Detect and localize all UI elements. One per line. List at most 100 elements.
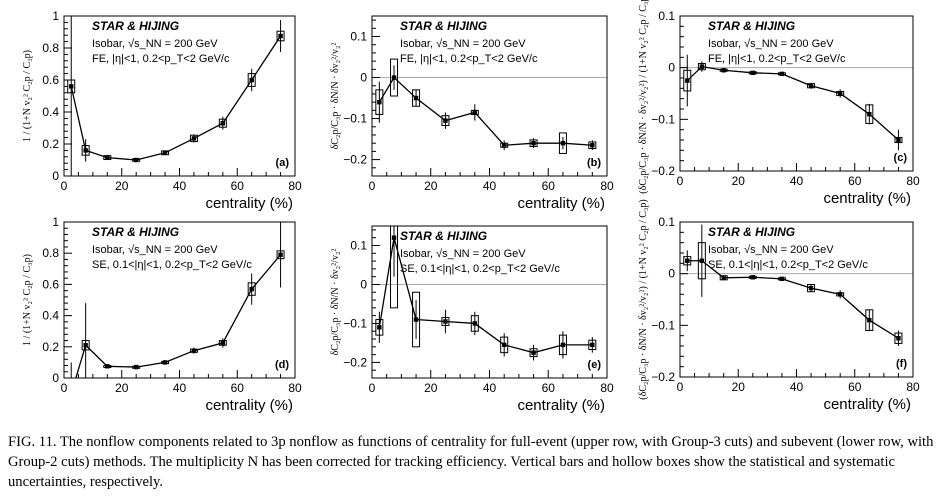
annotation-title: STAR & HIJING <box>92 19 179 33</box>
sys-error-box <box>375 89 384 115</box>
series-line <box>687 260 899 339</box>
x-tick-label: 0 <box>369 179 376 193</box>
sys-error-box <box>588 339 597 351</box>
y-axis-label: 1 / (1+N v₂² C₂p / C₃p) <box>22 254 33 346</box>
panel-label: (f) <box>896 358 907 370</box>
x-tick-label: 80 <box>600 179 614 193</box>
x-tick-label: 0 <box>61 381 68 395</box>
x-tick-label: 80 <box>288 381 302 395</box>
x-tick-label: 20 <box>424 179 438 193</box>
sys-error-box <box>697 242 706 280</box>
data-point <box>750 275 756 280</box>
x-tick-label: 0 <box>369 381 376 395</box>
sys-error-box <box>441 317 450 326</box>
sys-error-box <box>683 69 692 92</box>
y-tick-label: 0.2 <box>42 340 59 354</box>
data-point <box>413 95 419 101</box>
x-tick-label: 60 <box>231 179 245 193</box>
chart-panel-b: 0 20 40 60 80 −0.2 −0.1 0 0.1 centrality (%) δC₂p/… <box>330 15 614 212</box>
data-point <box>685 78 690 83</box>
data-point <box>191 348 197 353</box>
figure-caption: FIG. 11. The nonflow components related … <box>8 434 934 490</box>
data-point <box>750 70 756 76</box>
data-point <box>867 317 872 323</box>
annotation-title: STAR & HIJING <box>400 229 487 243</box>
x-tick-label: 80 <box>600 381 614 395</box>
y-tick-label: 0.8 <box>42 246 59 260</box>
sys-error-box <box>558 334 567 356</box>
data-point <box>391 75 397 80</box>
x-tick-label: 60 <box>848 174 862 188</box>
x-tick-label: 60 <box>542 179 556 193</box>
sys-error-box <box>390 226 399 309</box>
y-tick-label: 0.1 <box>350 238 367 252</box>
data-point <box>278 252 283 257</box>
chart-panel-f: 0 20 40 60 80 −0.2 −0.1 0 0.1 centrality (%) (δC₂p… <box>638 199 920 413</box>
y-tick-label: 0.8 <box>42 41 59 55</box>
data-point <box>377 325 382 330</box>
data-point <box>133 157 139 163</box>
data-point <box>391 235 397 240</box>
data-point <box>501 342 507 348</box>
y-tick-label: −0.2 <box>651 370 675 384</box>
y-axis-label: (δC₂p/C₃p · δN/N · δv₂²/v₂²) / (1+N v₂² … <box>638 0 649 194</box>
data-point <box>560 140 566 146</box>
panel-label: (c) <box>894 152 908 164</box>
data-series <box>375 226 597 361</box>
sys-error-box <box>500 336 509 354</box>
sys-error-box <box>247 73 256 87</box>
data-series <box>683 54 903 151</box>
sys-error-box <box>276 30 285 42</box>
y-axis-label-text: δC₂p/C₃p · δN/N · δv₂²/v₂² <box>330 43 341 150</box>
sys-error-box <box>865 309 874 332</box>
data-point <box>377 99 382 105</box>
data-point <box>69 391 73 395</box>
sys-error-box <box>683 256 692 266</box>
x-tick-label: 20 <box>115 381 129 395</box>
panel-label: (b) <box>587 157 601 169</box>
y-tick-label: 1 <box>52 9 59 23</box>
sys-error-box <box>894 332 903 344</box>
sys-error-box <box>558 132 567 154</box>
data-series <box>683 224 903 346</box>
x-axis-label: centrality (%) <box>205 195 293 212</box>
y-axis-label-text: (δC₂p/C₃p · δN/N · δv₂²/v₂²) / (1+N v₂² … <box>638 199 649 399</box>
annotation-title: STAR & HIJING <box>400 19 487 33</box>
panel-label: (e) <box>588 359 602 371</box>
sys-error-box <box>247 282 256 296</box>
data-point <box>590 342 595 348</box>
y-axis-label-text: 1 / (1+N v₂² C₂p / C₃p) <box>22 50 33 142</box>
annotation-line2: SE, 0.1<|η|<1, 0.2<p_T<2 GeV/c <box>708 259 868 271</box>
x-tick-label: 60 <box>231 381 245 395</box>
data-point <box>685 258 690 263</box>
annotation-title: STAR & HIJING <box>92 225 179 239</box>
annotation-title: STAR & HIJING <box>708 19 795 33</box>
sys-error-box <box>529 348 538 358</box>
sys-error-box <box>412 89 421 107</box>
series-line <box>378 76 593 146</box>
data-series <box>375 58 597 154</box>
sys-error-box <box>894 136 903 144</box>
y-axis-label: δC₂p/C₃p · δN/N · δv₂²/v₂² <box>330 43 341 150</box>
x-tick-label: 60 <box>848 380 862 394</box>
data-point <box>443 118 448 123</box>
annotation-line1: Isobar, √s_NN = 200 GeV <box>400 38 526 50</box>
x-tick-label: 0 <box>677 380 684 394</box>
data-point <box>779 71 785 77</box>
data-point <box>162 150 168 155</box>
data-point <box>808 83 814 88</box>
data-point <box>472 110 478 115</box>
data-point <box>249 77 254 83</box>
x-tick-label: 20 <box>732 174 746 188</box>
data-point <box>69 84 74 89</box>
data-point <box>83 148 88 153</box>
sys-error-box <box>470 315 479 332</box>
y-tick-label: 0 <box>52 371 59 385</box>
x-axis-label: centrality (%) <box>823 396 911 413</box>
x-tick-label: 60 <box>542 381 556 395</box>
sys-error-box <box>81 145 90 156</box>
data-series <box>67 222 285 395</box>
data-point <box>133 364 139 370</box>
x-axis-label: centrality (%) <box>823 190 911 207</box>
x-tick-label: 80 <box>288 179 302 193</box>
